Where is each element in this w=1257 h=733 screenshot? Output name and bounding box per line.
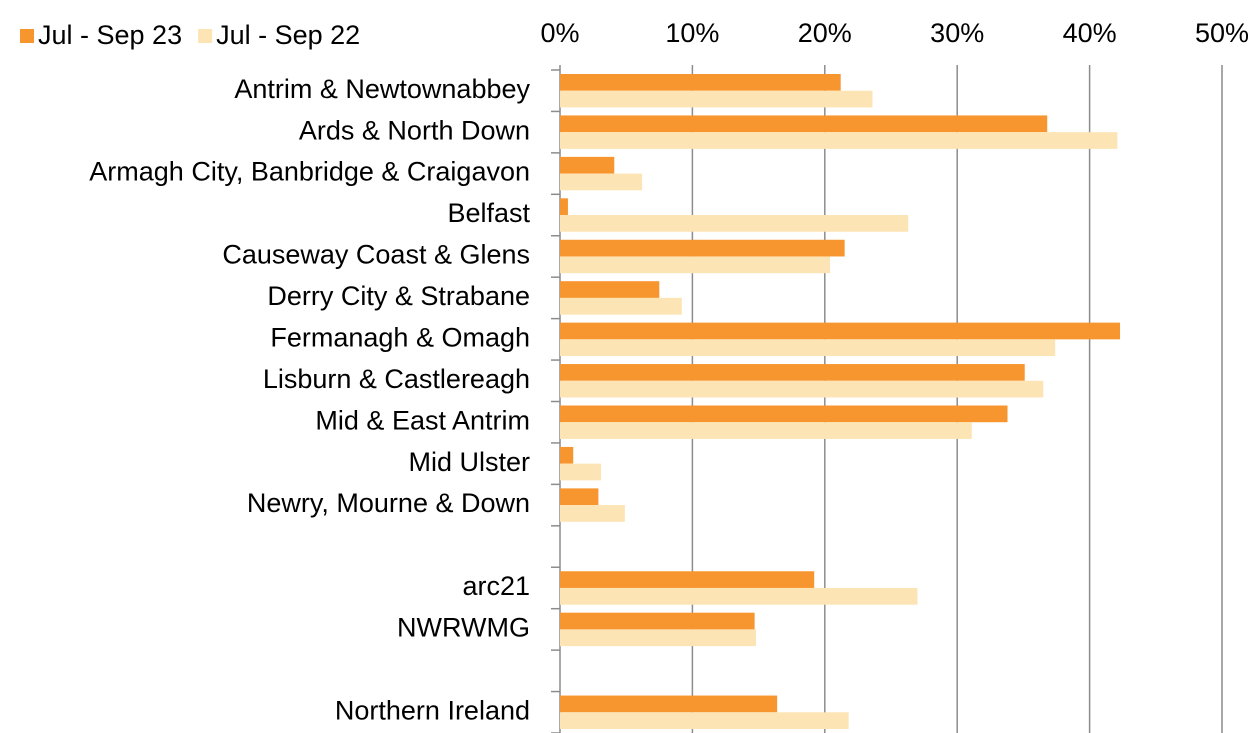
bar — [560, 505, 625, 522]
legend-swatch — [20, 29, 34, 43]
bar — [560, 488, 599, 506]
y-tick-label: Lisburn & Castlereagh — [263, 364, 530, 394]
bar — [560, 587, 918, 605]
bar — [560, 629, 756, 647]
bar — [560, 215, 909, 232]
x-tick-label: 50% — [1195, 18, 1249, 48]
legend-label: Jul - Sep 23 — [38, 20, 182, 50]
y-tick-label: Mid & East Antrim — [315, 405, 530, 435]
bar — [560, 156, 615, 174]
bar — [560, 198, 568, 216]
y-tick-label: Armagh City, Banbridge & Craigavon — [89, 157, 530, 187]
bar — [560, 297, 682, 315]
legend-label: Jul - Sep 22 — [216, 20, 360, 50]
bar — [560, 712, 849, 729]
y-tick-label: Causeway Coast & Glens — [222, 240, 530, 270]
y-tick-label: arc21 — [462, 571, 530, 601]
bar — [560, 422, 972, 439]
x-tick-label: 20% — [798, 18, 852, 48]
bar — [560, 571, 815, 588]
x-tick-label: 10% — [665, 18, 719, 48]
bar — [560, 405, 1008, 423]
x-tick-label: 0% — [540, 18, 579, 48]
y-tick-label: Antrim & Newtownabbey — [234, 74, 530, 104]
bar — [560, 115, 1048, 133]
y-tick-label: NWRWMG — [397, 613, 530, 643]
bar — [560, 322, 1121, 340]
bar — [560, 74, 841, 91]
bar — [560, 612, 755, 630]
y-tick-label: Newry, Mourne & Down — [247, 488, 530, 518]
bar — [560, 90, 873, 108]
legend-swatch — [198, 29, 213, 43]
y-tick-label: Derry City & Strabane — [267, 281, 530, 311]
y-tick-label: Belfast — [447, 198, 530, 228]
bar — [560, 339, 1056, 357]
x-tick-label: 40% — [1063, 18, 1117, 48]
x-tick-label: 30% — [930, 18, 984, 48]
y-tick-label: Northern Ireland — [335, 695, 530, 725]
y-tick-label: Mid Ulster — [408, 447, 530, 477]
bar — [560, 256, 831, 274]
bar — [560, 239, 845, 257]
bar — [560, 173, 643, 191]
bar — [560, 281, 660, 298]
bar — [560, 695, 778, 713]
bar — [560, 380, 1044, 398]
bar — [560, 463, 602, 481]
bar — [560, 364, 1025, 381]
bar — [560, 132, 1118, 149]
bar — [560, 446, 574, 464]
y-tick-label: Fermanagh & Omagh — [270, 322, 530, 352]
y-tick-label: Ards & North Down — [299, 115, 530, 145]
